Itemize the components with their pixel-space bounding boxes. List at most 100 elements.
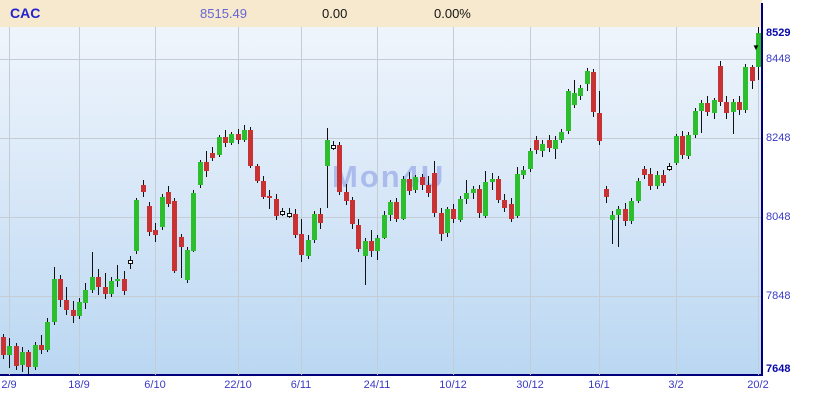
candle-body [96,277,101,287]
candle-body [166,192,171,204]
candle-body [1,337,6,355]
candle-body [325,140,330,166]
candle-body [623,209,628,221]
candle-body [547,140,552,148]
candle-body [210,153,215,158]
candle-wick [181,234,182,278]
candle-body [737,102,742,110]
candle-body [45,322,50,350]
candle-wick [701,100,702,133]
candle-body [420,177,425,185]
candle-body [578,88,583,96]
candle-body [172,201,177,271]
candle-body [204,162,209,171]
y-axis-tick-label: 8448 [766,53,791,65]
candle-body [7,346,12,355]
candle-body [445,209,450,233]
candle-body [401,179,406,219]
vertical-gridline [155,27,156,375]
candle-body [255,166,260,181]
horizontal-gridline [0,138,761,139]
candle-body [109,281,114,294]
candle-body [509,204,514,219]
candle-body [699,103,704,111]
candle-body [705,103,710,112]
candle-body [134,200,139,251]
candle-body [242,130,247,140]
candle-body [318,214,323,223]
candle-body [248,130,253,166]
candle-body [147,206,152,232]
candle-body [540,144,545,151]
candle-body [731,102,736,112]
candle-body [750,67,755,81]
candle-body [712,100,717,113]
candle-wick [365,238,366,285]
candle-body [502,200,507,208]
candle-body [33,345,38,367]
candle-body [77,302,82,316]
candle-body [293,214,298,235]
candle-wick [327,128,328,208]
candle-body [356,225,361,249]
vertical-gridline [676,27,677,375]
candle-body [655,175,660,186]
x-axis-tick-label: 20/2 [747,379,769,391]
x-axis-line [0,374,763,376]
candle-body [426,185,431,193]
change-percent: 0.00% [434,6,471,21]
x-axis-tick-label: 2/9 [1,379,17,391]
candle-wick [105,273,106,299]
candle-body [52,279,57,322]
candle-body [439,213,444,234]
candle-body [407,179,412,191]
candle-body [451,209,456,219]
candle-body [724,102,729,113]
candle-body [344,192,349,201]
candle-body [477,189,482,213]
y-axis-tick-label: 8248 [766,132,791,144]
candle-body [566,91,571,131]
candle-body [394,202,399,219]
candle-body [223,137,228,143]
vertical-gridline [79,27,80,375]
candle-body [369,241,374,251]
vertical-gridline [758,27,759,375]
candle-body [191,193,196,251]
candle-body [661,175,666,183]
x-axis-tick-label: 16/1 [588,379,610,391]
grid-layer [0,27,761,375]
candles-layer [0,27,761,375]
candle-body [382,215,387,238]
last-candle-arrow: ▼ [752,43,760,52]
last-price: 8515.49 [200,6,247,21]
candle-body [693,111,698,135]
candle-body [375,238,380,251]
chart-plot[interactable]: Mon4U [0,27,761,375]
candle-wick [618,206,619,247]
candle-body [306,240,311,256]
candle-body [179,237,184,247]
candle-body [585,71,590,84]
x-axis-tick-label: 24/11 [363,379,391,391]
candle-body [185,250,190,280]
candle-body [141,185,146,192]
candle-body [528,151,533,169]
x-axis-tick-label: 22/10 [224,379,252,391]
candle-body [559,132,564,140]
candle-body [756,33,761,67]
candle-body [122,279,127,291]
candle-body [160,197,165,227]
candle-body [680,136,685,155]
candle-body [267,196,272,198]
candle-body [642,169,647,175]
y-axis-line [761,3,763,376]
quote-header: CAC 8515.49 0.00 0.00% [0,0,762,27]
watermark: Mon4U [332,159,446,194]
candle-body [115,279,120,281]
candle-body [64,300,69,310]
candle-body [90,277,95,290]
candle-wick [466,180,467,204]
candle-body [312,214,317,240]
